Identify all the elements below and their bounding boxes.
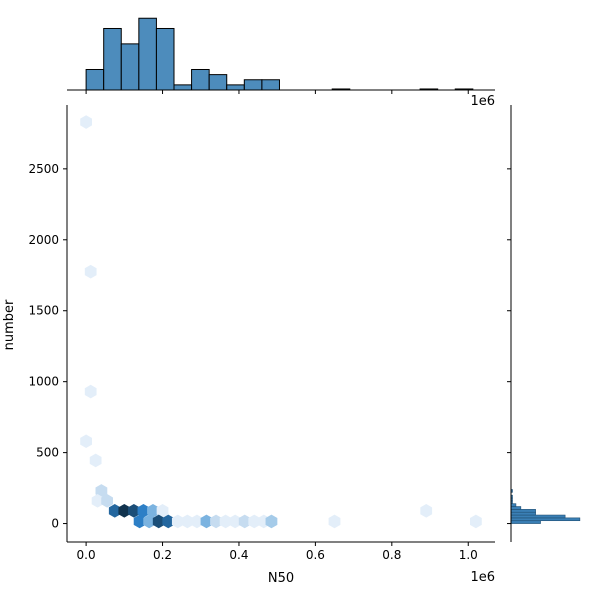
x-tick-label: 0.4 <box>229 548 248 562</box>
right-histogram-bar <box>510 503 517 507</box>
right-histogram-bar <box>510 509 536 513</box>
top-histogram-bar <box>138 17 157 91</box>
hexbin-cell <box>80 115 92 129</box>
right-histogram-bar <box>510 506 522 510</box>
hexbin-cell <box>89 453 102 468</box>
top-histogram-bar <box>226 84 245 91</box>
top-histogram-bar <box>261 79 280 91</box>
hexbin-cell <box>200 514 213 529</box>
x-tick-label: 1.0 <box>459 548 478 562</box>
hexbin-cell <box>162 514 175 529</box>
hexbin-cell <box>91 494 104 508</box>
hexbin-cell <box>143 514 156 529</box>
x-axis-offset-label: 1e6 <box>470 570 495 585</box>
x-tick-label: 0.6 <box>306 548 325 562</box>
right-histogram-bar <box>510 514 566 519</box>
hexbin-cell <box>152 514 165 529</box>
y-tick-label: 1000 <box>28 375 59 389</box>
hexbin-cell <box>101 494 114 508</box>
main-hexbin-plot <box>80 115 482 529</box>
y-tick-label: 1500 <box>28 304 59 318</box>
x-tick-label: 0.2 <box>153 548 172 562</box>
top-histogram-bar <box>120 43 140 91</box>
x-tick-label: 0.0 <box>77 548 96 562</box>
hexbin-cell <box>127 503 140 518</box>
top-histogram-bar <box>191 68 210 91</box>
hexbin-cell <box>210 514 222 529</box>
hexbin-cell <box>181 514 194 529</box>
y-tick-label: 500 <box>36 446 59 460</box>
y-tick-label: 2500 <box>28 162 59 176</box>
hexbin-cell <box>118 503 131 518</box>
y-tick-label: 0 <box>51 517 59 531</box>
top-marginal-histogram <box>67 17 495 94</box>
right-histogram-bar <box>510 511 536 516</box>
hexbin-cell <box>147 503 159 518</box>
hexbin-cell <box>95 484 108 498</box>
top-histogram-bar <box>173 84 193 91</box>
hexbin-cell <box>133 514 146 529</box>
hexbin-cell <box>265 514 278 529</box>
hexbin-cell <box>84 264 97 279</box>
hexbin-cell <box>328 514 341 529</box>
right-marginal-histogram <box>507 105 581 542</box>
hexbin-cell <box>156 503 169 518</box>
hexbin-cell <box>84 384 97 399</box>
hexbin-cell <box>137 503 150 518</box>
hexbin-cell <box>470 514 482 529</box>
hexbin-cell <box>108 503 121 518</box>
axes-layer: 0.0 0.2 0.4 0.6 0.8 1.0 0 500 1000 1500 2000 2500 <box>28 105 495 562</box>
hexbin-cell <box>191 514 203 529</box>
x-axis-label: N50 <box>268 571 294 586</box>
top-histogram-bar <box>85 68 105 91</box>
hexbin-cell <box>171 514 184 529</box>
top-histogram-bar <box>155 27 175 91</box>
hexbin-cell <box>248 514 261 529</box>
hexbin-cell <box>80 434 92 449</box>
top-histogram-bar <box>243 79 263 91</box>
hexbin-cell <box>238 514 251 529</box>
top-axis-offset-label: 1e6 <box>470 94 495 109</box>
hexbin-cell <box>420 503 433 518</box>
top-histogram-bar <box>103 27 122 91</box>
y-tick-label: 2000 <box>28 233 59 247</box>
hexbin-cell <box>229 514 242 529</box>
right-histogram-bar <box>510 520 541 524</box>
y-axis-label: number <box>2 299 17 350</box>
right-histogram-bar <box>510 517 581 522</box>
x-tick-label: 0.8 <box>382 548 401 562</box>
top-histogram-bar <box>208 74 228 91</box>
hexbin-cell <box>219 514 232 529</box>
